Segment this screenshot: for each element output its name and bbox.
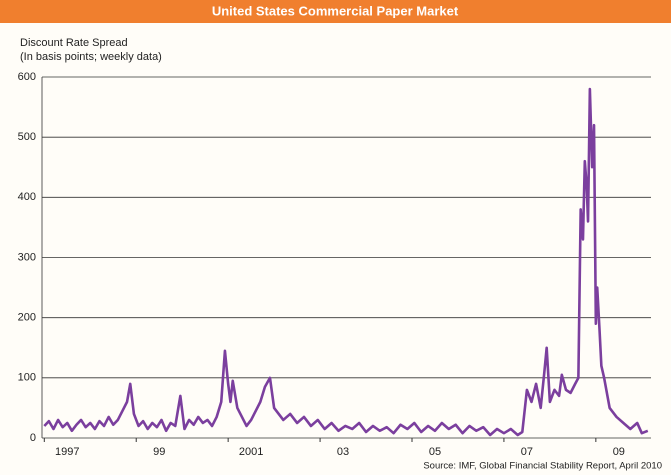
x-tick-label: 03 — [337, 446, 349, 458]
y-tick-label: 0 — [30, 432, 36, 444]
y-tick-label: 200 — [18, 312, 36, 324]
x-tick-label: 07 — [521, 446, 533, 458]
subtitle: (In basis points; weekly data) — [20, 51, 162, 63]
x-tick-label: 05 — [429, 446, 441, 458]
y-tick-label: 600 — [18, 71, 36, 83]
chart-title: United States Commercial Paper Market — [212, 3, 459, 18]
y-tick-label: 300 — [18, 251, 36, 263]
x-tick-label: 2001 — [239, 446, 263, 458]
source: Source: IMF, Global Financial Stability … — [423, 461, 662, 472]
x-tick-label: 09 — [613, 446, 625, 458]
data-line — [43, 87, 649, 437]
x-tick-label: 1997 — [55, 446, 79, 458]
y-tick-label: 100 — [18, 372, 36, 384]
subtitle: Discount Rate Spread — [20, 37, 128, 49]
y-tick-label: 400 — [18, 191, 36, 203]
y-tick-label: 500 — [18, 131, 36, 143]
title-bar — [0, 0, 671, 23]
x-tick-label: 99 — [153, 446, 165, 458]
